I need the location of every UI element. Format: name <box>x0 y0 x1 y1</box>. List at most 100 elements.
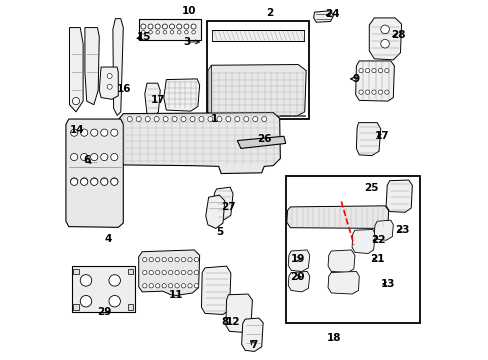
Circle shape <box>155 270 160 275</box>
Circle shape <box>194 284 198 288</box>
Polygon shape <box>386 180 411 212</box>
Circle shape <box>371 90 375 94</box>
Circle shape <box>181 257 185 262</box>
Circle shape <box>101 153 108 161</box>
Circle shape <box>191 31 195 34</box>
Polygon shape <box>214 187 233 220</box>
Circle shape <box>162 284 166 288</box>
Text: 29: 29 <box>97 307 111 317</box>
Circle shape <box>90 153 98 161</box>
Text: 9: 9 <box>351 74 359 84</box>
Circle shape <box>90 178 98 185</box>
Circle shape <box>155 257 160 262</box>
Circle shape <box>110 153 118 161</box>
Circle shape <box>148 31 152 34</box>
Circle shape <box>142 270 147 275</box>
Circle shape <box>217 117 222 122</box>
Circle shape <box>168 284 172 288</box>
Text: 15: 15 <box>137 32 151 41</box>
Text: 11: 11 <box>169 290 183 300</box>
Text: 23: 23 <box>394 225 409 235</box>
Circle shape <box>244 117 248 122</box>
Circle shape <box>141 24 145 29</box>
Circle shape <box>101 178 108 185</box>
Circle shape <box>199 117 203 122</box>
Polygon shape <box>293 115 304 116</box>
Polygon shape <box>66 119 123 227</box>
Bar <box>211 31 304 41</box>
Text: 3: 3 <box>183 37 190 47</box>
Text: 21: 21 <box>369 254 384 264</box>
Text: 14: 14 <box>69 125 84 135</box>
Circle shape <box>194 257 198 262</box>
Circle shape <box>127 117 132 122</box>
Bar <box>73 305 79 310</box>
Circle shape <box>187 284 192 288</box>
Circle shape <box>187 270 192 275</box>
Circle shape <box>155 284 160 288</box>
Circle shape <box>110 178 118 185</box>
Polygon shape <box>201 266 230 315</box>
Circle shape <box>149 257 153 262</box>
Bar <box>127 305 133 310</box>
Polygon shape <box>265 115 277 116</box>
Polygon shape <box>287 250 309 271</box>
Text: 10: 10 <box>182 6 196 16</box>
Polygon shape <box>118 113 280 174</box>
Circle shape <box>175 270 179 275</box>
Bar <box>206 22 308 119</box>
Circle shape <box>187 257 192 262</box>
Polygon shape <box>205 195 224 228</box>
Circle shape <box>380 40 388 48</box>
Text: 5: 5 <box>215 227 223 237</box>
Circle shape <box>81 178 88 185</box>
Circle shape <box>162 270 166 275</box>
Polygon shape <box>373 220 392 240</box>
Circle shape <box>156 31 159 34</box>
Circle shape <box>80 275 92 286</box>
Circle shape <box>190 117 195 122</box>
Circle shape <box>155 24 160 29</box>
Text: 22: 22 <box>370 235 385 245</box>
Circle shape <box>194 270 198 275</box>
Circle shape <box>163 117 168 122</box>
Polygon shape <box>99 67 118 99</box>
Circle shape <box>101 129 108 136</box>
Text: 16: 16 <box>117 84 131 94</box>
Polygon shape <box>69 28 83 112</box>
Circle shape <box>70 153 78 161</box>
Text: 20: 20 <box>290 272 304 282</box>
Polygon shape <box>207 65 211 116</box>
Circle shape <box>81 129 88 136</box>
Circle shape <box>109 275 120 286</box>
Circle shape <box>80 296 92 307</box>
Circle shape <box>162 257 166 262</box>
Polygon shape <box>355 61 394 101</box>
Circle shape <box>184 31 188 34</box>
Polygon shape <box>225 294 252 332</box>
Circle shape <box>149 284 153 288</box>
Polygon shape <box>139 250 199 296</box>
Polygon shape <box>368 18 401 60</box>
Circle shape <box>378 90 382 94</box>
Circle shape <box>207 117 212 122</box>
Circle shape <box>109 296 120 307</box>
Polygon shape <box>207 64 305 116</box>
Circle shape <box>183 24 188 29</box>
Polygon shape <box>241 318 263 351</box>
Circle shape <box>70 178 78 185</box>
Circle shape <box>177 31 181 34</box>
Polygon shape <box>224 115 236 116</box>
Circle shape <box>142 257 147 262</box>
Circle shape <box>110 178 118 185</box>
Circle shape <box>81 178 88 185</box>
Text: 4: 4 <box>104 234 112 244</box>
Circle shape <box>181 284 185 288</box>
Circle shape <box>107 84 112 89</box>
Circle shape <box>90 129 98 136</box>
Polygon shape <box>287 271 309 292</box>
Circle shape <box>136 117 141 122</box>
Circle shape <box>145 117 150 122</box>
Polygon shape <box>313 11 333 22</box>
Polygon shape <box>351 229 375 253</box>
